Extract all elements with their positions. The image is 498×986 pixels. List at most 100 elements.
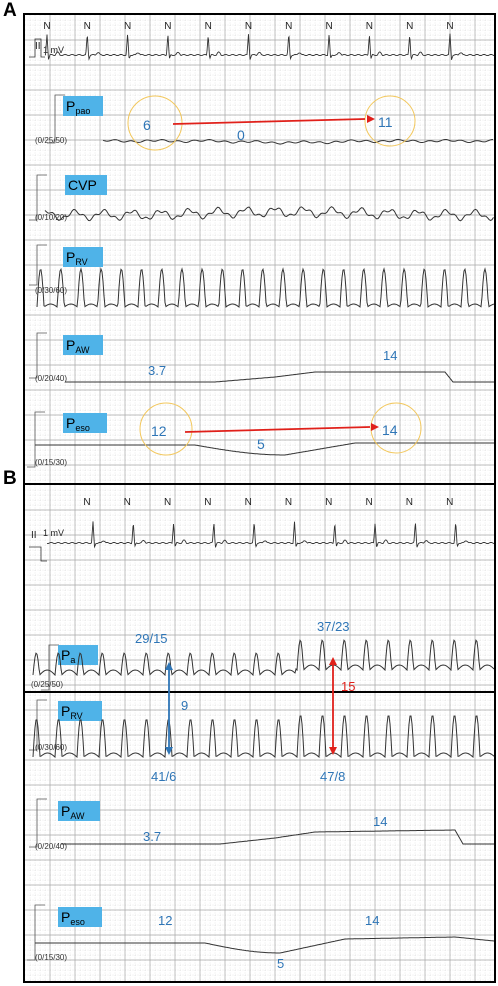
paw-b-bracket [29,798,47,848]
prv-b-value-47-8: 47/8 [320,769,345,784]
ppao-scale: (0/25/50) [35,136,67,145]
ecg-beat-label-a-7: N [325,21,332,32]
paw-b-value-3-7: 3.7 [143,829,161,844]
ecg-beat-label-a-9: N [406,21,413,32]
ecg-lead-label-b: II [31,530,37,541]
peso-circle-left [139,402,193,456]
pa-value-15: 15 [341,679,355,694]
ppao-arrow-head [367,115,375,123]
pa-trace [32,639,494,677]
prv-b-scale: (0/30/60) [35,743,67,752]
prv-a-label-box [63,247,103,267]
peso-b-label-box [58,907,102,927]
prv-b-value-9: 9 [181,698,188,713]
peso-arrow-line [184,426,371,433]
peso-b-value-12: 12 [158,913,172,928]
ecg-beat-label-a-6: N [285,21,292,32]
pa-value-37-23: 37/23 [317,619,350,634]
peso-a-label-box [63,413,107,433]
ecg-beat-label-a-10: N [446,21,453,32]
peso-a-value-12: 12 [151,423,167,439]
peso-b-bracket [27,904,45,961]
prv-a-scale: (0/30/60) [35,286,67,295]
ecg-beat-label-b-2: N [164,497,171,508]
ecg-trace-a [44,33,494,61]
ppao-trace [102,138,494,145]
paw-b-scale: (0/20/40) [35,842,67,851]
ecg-beat-label-b-7: N [365,497,372,508]
peso-b-value-5: 5 [277,956,284,971]
red-double-arrow-bottom [329,747,337,755]
ecg-beat-label-a-5: N [245,21,252,32]
pa-label-box [58,645,98,665]
ppao-bracket [47,94,65,144]
ecg-beat-label-b-8: N [406,497,413,508]
blue-double-arrow-top [165,662,173,670]
ppao-value-0: 0 [237,127,245,143]
pa-scale: (0/25/50) [31,680,63,689]
ecg-beat-label-a-2: N [124,21,131,32]
ecg-beat-label-a-3: N [164,21,171,32]
panel-b-strip: N N N N N N N N N N II 1 mV Pa (0/25/50) 29/15 37/23 PRV… [23,483,496,983]
peso-b-scale: (0/15/30) [35,953,67,962]
peso-arrow-head [371,423,379,431]
cvp-label-box [65,175,107,195]
pa-bracket [41,644,59,691]
red-double-arrow-top [329,657,337,665]
peso-a-value-14: 14 [382,422,398,438]
paw-a-value-3-7: 3.7 [148,363,166,378]
ecg-calibration-a [29,38,45,58]
paw-a-scale: (0/20/40) [35,374,67,383]
peso-b-value-14: 14 [365,913,379,928]
pa-value-29-15: 29/15 [135,631,168,646]
ecg-trace-b [46,521,494,549]
ecg-beat-label-b-1: N [124,497,131,508]
ecg-beat-label-b-4: N [245,497,252,508]
ecg-beat-label-a-4: N [205,21,212,32]
cvp-trace [44,206,494,222]
prv-a-bracket [29,244,47,286]
peso-a-trace [35,442,494,456]
ecg-scale-label-a: 1 mV [43,45,64,55]
ecg-beat-label-b-3: N [204,497,211,508]
ecg-beat-label-b-5: N [285,497,292,508]
ppao-label-box [63,96,103,116]
ppao-arrow-line [172,118,366,125]
panel-a-chart: N N N N N N N N N N NII 1 mVPpao(0/25/50)6011CVP(0/… [25,15,494,488]
cvp-bracket [29,174,47,221]
prv-b-label-box [58,701,102,721]
ecg-beat-label-a-8: N [366,21,373,32]
ecg-lead-label-a: II [35,41,41,52]
panel-b-letter: B [3,468,17,489]
peso-a-bracket [27,411,45,468]
grid [25,485,494,981]
cvp-scale: (0/10/20) [35,213,67,222]
paw-b-trace [61,829,494,845]
ppao-value-11: 11 [378,114,393,130]
ecg-beat-label-a-0: N [43,21,50,32]
paw-b-value-14: 14 [373,814,387,829]
ecg-beat-label-b-0: N [83,497,90,508]
peso-a-value-5: 5 [257,436,265,452]
ppao-circle-right [364,95,416,147]
ppao-value-6: 6 [143,117,151,133]
blue-double-arrow-bottom [165,747,173,755]
panel-a-letter: A [3,0,17,21]
panel-a-strip: N N N N N N N N N N N II 1 mV Ppao (0/25/50) 6 0 11 CVP (0/… [23,13,496,490]
prv-b-value-41-6: 41/6 [151,769,176,784]
peso-b-trace [35,936,494,954]
paw-a-value-14: 14 [383,348,397,363]
paw-a-label-box [63,335,103,355]
panel-b-chart: N N N N N N N N N NII 1 mVPa(0/25/50)29/1537/23PRV… [25,485,494,981]
cvp-label-text: CVP [68,177,97,193]
ecg-beat-label-b-9: N [446,497,453,508]
peso-a-scale: (0/15/30) [35,458,67,467]
paw-a-trace [65,371,494,383]
prv-b-trace [32,715,494,758]
ecg-scale-label-b: 1 mV [43,528,64,538]
prv-a-trace [36,267,494,308]
ecg-calibration-b [29,546,47,562]
ecg-beat-label-a-1: N [84,21,91,32]
paw-b-label-box [58,801,100,821]
ecg-beat-label-b-6: N [325,497,332,508]
